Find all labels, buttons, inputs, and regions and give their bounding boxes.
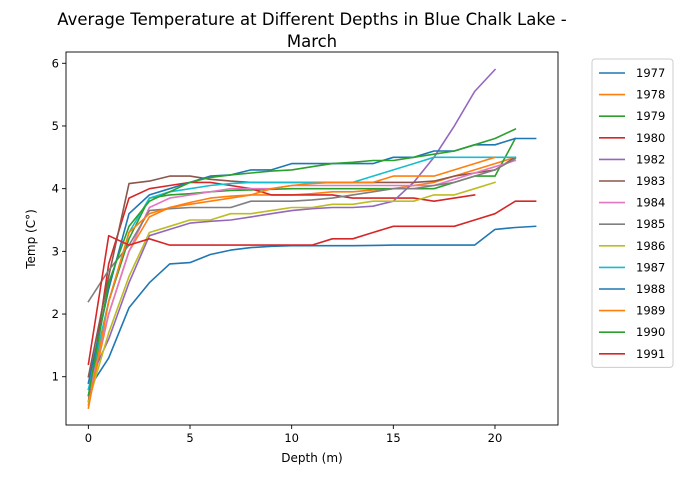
legend: 1977 1978 1979 1980 1982 1983 1984 1985 1986 1987… xyxy=(591,58,674,368)
legend-box xyxy=(591,58,674,368)
legend-label-1977: 1977 xyxy=(636,66,665,80)
y-tick-label: 3 xyxy=(52,244,59,258)
x-tick-label: 0 xyxy=(85,431,92,445)
legend-label-1979: 1979 xyxy=(636,109,665,123)
x-tick-label: 5 xyxy=(186,431,193,445)
axes: 0 5 10 15 20 1 2 3 4 5 6 xyxy=(52,51,559,445)
x-tick-label: 20 xyxy=(488,431,503,445)
chart-title-line-2: March xyxy=(287,32,337,51)
y-tick-label: 4 xyxy=(52,182,59,196)
series-line-1985 xyxy=(87,157,517,303)
legend-label-1991: 1991 xyxy=(636,347,665,361)
series-line-1982 xyxy=(87,68,497,385)
legend-label-1985: 1985 xyxy=(636,217,665,231)
series-line-1987 xyxy=(87,156,517,391)
series-line-1989 xyxy=(87,156,497,410)
legend-label-1990: 1990 xyxy=(636,325,665,339)
legend-label-1986: 1986 xyxy=(636,239,665,253)
legend-label-1980: 1980 xyxy=(636,131,665,145)
series-line-1983 xyxy=(87,156,517,378)
legend-label-1989: 1989 xyxy=(636,304,665,318)
legend-label-1988: 1988 xyxy=(636,282,665,296)
plot-area xyxy=(87,68,537,410)
x-tick-label: 10 xyxy=(284,431,299,445)
series-line-1986 xyxy=(87,181,497,403)
series-line-1977 xyxy=(87,225,537,391)
y-tick-label: 5 xyxy=(52,119,59,133)
series-line-1984 xyxy=(87,159,517,397)
series-line-1991 xyxy=(87,200,537,366)
y-axis-label: Temp (C°) xyxy=(24,209,38,270)
legend-label-1982: 1982 xyxy=(636,152,665,166)
y-tick-label: 1 xyxy=(52,370,59,384)
y-tick-label: 2 xyxy=(52,307,59,321)
legend-label-1984: 1984 xyxy=(636,196,665,210)
chart-title-line-1: Average Temperature at Different Depths … xyxy=(57,10,566,29)
legend-label-1983: 1983 xyxy=(636,174,665,188)
series-line-1990 xyxy=(87,128,517,397)
x-tick-label: 15 xyxy=(386,431,401,445)
y-tick-label: 6 xyxy=(52,56,59,70)
plot-frame xyxy=(65,51,559,426)
legend-label-1978: 1978 xyxy=(636,88,665,102)
legend-label-1987: 1987 xyxy=(636,260,665,274)
series-line-1980 xyxy=(87,181,476,403)
x-axis-label: Depth (m) xyxy=(281,451,342,465)
